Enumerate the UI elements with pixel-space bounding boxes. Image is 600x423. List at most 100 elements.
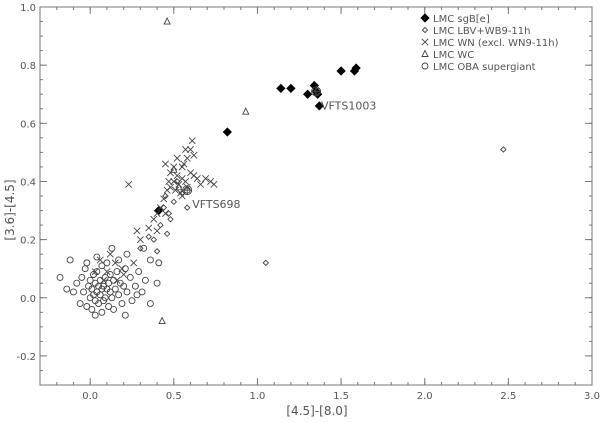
x-tick-label: 0.0 — [82, 391, 98, 402]
data-point — [173, 172, 181, 180]
data-point — [157, 221, 164, 229]
data-point — [131, 282, 139, 290]
data-point — [91, 311, 99, 319]
data-point — [167, 216, 174, 223]
data-point — [133, 227, 141, 235]
data-point — [66, 256, 74, 264]
data-point — [120, 282, 128, 290]
legend-label: LMC WN (excl. WN9-11h) — [433, 38, 559, 49]
data-point — [111, 259, 119, 267]
data-point — [165, 177, 173, 185]
data-point — [173, 154, 181, 162]
annotations: VFTS1003 VFTS698 — [182, 86, 376, 211]
data-point — [106, 250, 114, 258]
legend-symbol — [421, 38, 429, 46]
data-point — [190, 151, 198, 159]
data-point — [86, 276, 94, 284]
data-point — [123, 288, 131, 296]
data-point — [286, 83, 296, 94]
legend-label: LMC sgB[e] — [433, 14, 490, 25]
data-point — [138, 288, 146, 296]
annotation-marker-cross — [311, 86, 321, 96]
legend-symbol — [421, 49, 429, 57]
data-point — [202, 175, 210, 183]
data-point — [158, 316, 166, 324]
y-tick-label: -0.2 — [16, 352, 36, 363]
data-point — [115, 291, 123, 299]
data-point — [73, 279, 81, 287]
data-point — [163, 17, 171, 25]
data-point — [160, 204, 168, 211]
data-point — [136, 236, 144, 244]
data-point — [166, 183, 174, 191]
data-point — [115, 256, 123, 264]
annotation-label: VFTS698 — [192, 198, 240, 211]
data-point — [113, 268, 121, 276]
data-point — [83, 303, 91, 310]
x-tick-label: 1.0 — [250, 391, 266, 402]
data-point — [93, 253, 101, 261]
data-point — [222, 127, 232, 137]
x-tick-label: 2.0 — [417, 391, 433, 402]
data-point — [98, 262, 106, 270]
data-point — [150, 236, 157, 243]
y-tick-label: 0.6 — [20, 119, 36, 130]
data-point — [81, 265, 89, 273]
x-tick-label: 2.5 — [500, 391, 516, 402]
data-point — [101, 294, 109, 302]
legend-symbol — [420, 13, 430, 23]
data-point — [125, 180, 133, 188]
data-point — [314, 101, 324, 111]
data-point — [95, 300, 102, 308]
data-point — [135, 268, 143, 276]
data-point — [126, 273, 134, 281]
data-point — [130, 259, 138, 267]
legend-label: LMC LBV+WB9-11h — [433, 26, 531, 37]
data-point — [120, 270, 128, 279]
x-tick-label: 3.0 — [584, 391, 600, 402]
y-tick-label: 0.4 — [20, 177, 36, 188]
data-point — [96, 276, 104, 284]
data-point — [145, 233, 152, 240]
data-point — [183, 154, 191, 162]
legend-symbol — [421, 26, 429, 34]
annotation-marker-cross — [182, 185, 192, 195]
y-tick-label: 0.8 — [20, 61, 36, 72]
data-point — [210, 180, 218, 188]
data-point — [183, 204, 191, 211]
data-point — [162, 192, 169, 200]
legend-label: LMC OBA supergiant — [433, 62, 536, 73]
y-tick-label: 0.2 — [20, 236, 36, 247]
data-point — [121, 265, 129, 273]
data-point — [302, 89, 313, 99]
data-point — [262, 259, 270, 267]
data-point — [150, 215, 158, 223]
data-point — [98, 308, 106, 316]
data-point — [56, 273, 64, 281]
x-tick-label: 1.5 — [333, 391, 349, 402]
data-point — [146, 256, 154, 264]
data-point — [161, 209, 169, 217]
data-point — [178, 163, 186, 171]
data-point — [197, 180, 205, 188]
data-point — [88, 305, 96, 313]
data-point — [170, 177, 178, 185]
data-point — [163, 230, 171, 238]
data-point — [156, 204, 164, 212]
data-point — [103, 259, 111, 267]
data-point — [108, 294, 116, 302]
data-point — [63, 285, 71, 293]
data-point — [110, 305, 118, 313]
series-3 — [158, 17, 250, 324]
data-point — [96, 256, 104, 264]
data-point — [133, 291, 141, 299]
data-point — [155, 259, 163, 267]
data-point — [141, 276, 149, 284]
data-point — [182, 177, 190, 185]
data-point — [161, 160, 169, 168]
data-point — [105, 279, 113, 287]
x-axis-label: [4.5]-[8.0] — [286, 404, 347, 418]
data-point — [78, 273, 86, 281]
data-point — [103, 268, 111, 276]
